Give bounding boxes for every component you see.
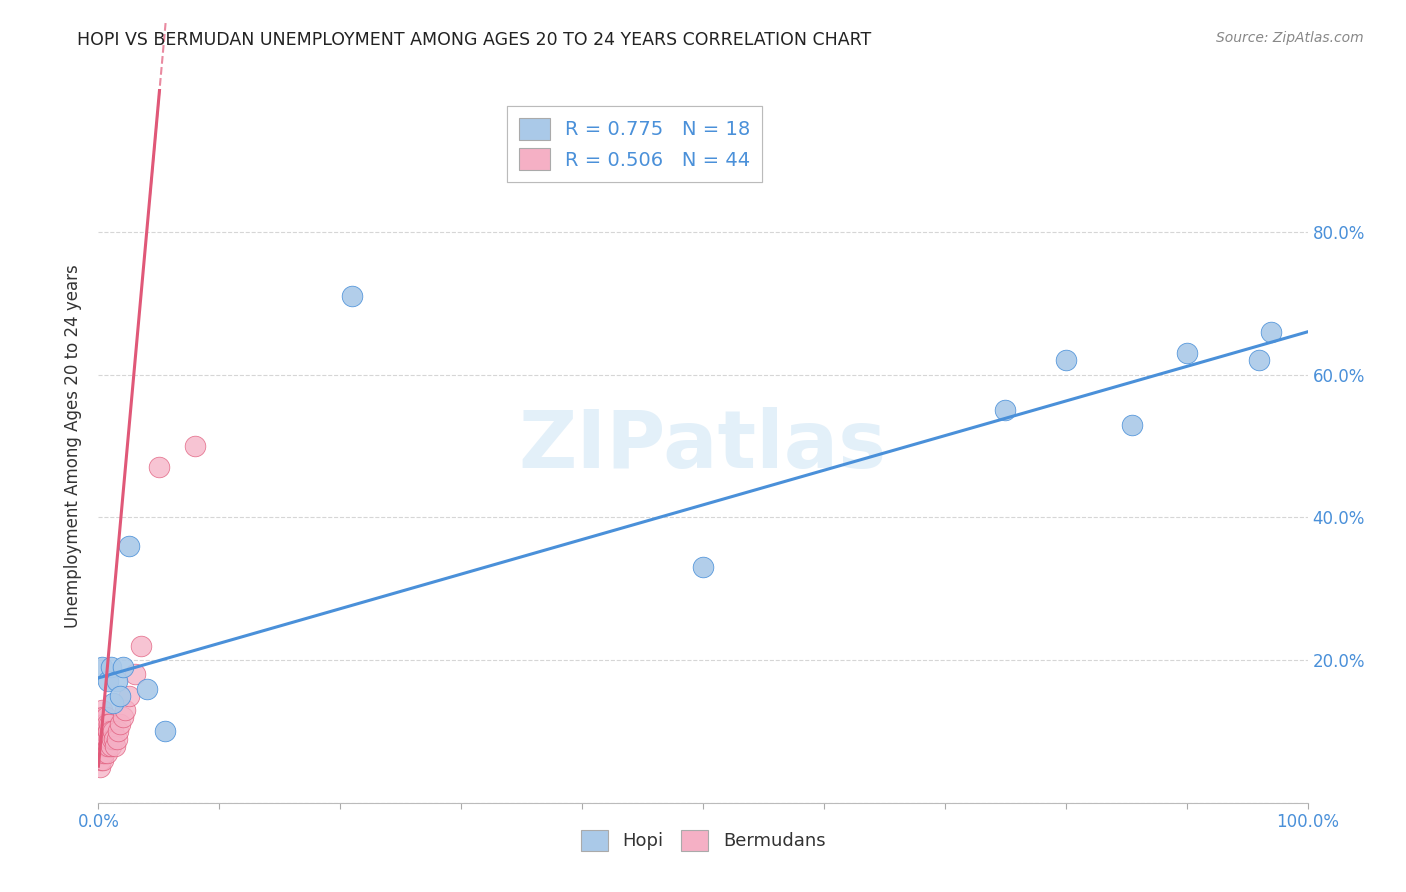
Point — [104, 739, 127, 753]
Y-axis label: Unemployment Among Ages 20 to 24 years: Unemployment Among Ages 20 to 24 years — [63, 264, 82, 628]
Point — [97, 674, 120, 689]
Point — [98, 731, 121, 746]
Point — [184, 439, 207, 453]
Point — [135, 681, 157, 696]
Point — [118, 689, 141, 703]
Point — [89, 746, 111, 760]
Point — [90, 724, 112, 739]
Point — [98, 717, 121, 731]
Point — [100, 724, 122, 739]
Point — [100, 739, 122, 753]
Point — [1260, 325, 1282, 339]
Point — [692, 560, 714, 574]
Point — [91, 746, 114, 760]
Point — [96, 717, 118, 731]
Point — [91, 703, 114, 717]
Point — [108, 717, 131, 731]
Point — [148, 460, 170, 475]
Point — [994, 403, 1017, 417]
Point — [129, 639, 152, 653]
Point — [91, 753, 114, 767]
Point — [91, 660, 114, 674]
Text: HOPI VS BERMUDAN UNEMPLOYMENT AMONG AGES 20 TO 24 YEARS CORRELATION CHART: HOPI VS BERMUDAN UNEMPLOYMENT AMONG AGES… — [77, 31, 872, 49]
Point — [93, 731, 115, 746]
Point — [342, 289, 364, 303]
Point — [111, 710, 134, 724]
Text: ZIPatlas: ZIPatlas — [519, 407, 887, 485]
Point — [93, 717, 115, 731]
Point — [105, 674, 128, 689]
Point — [91, 724, 114, 739]
Point — [1054, 353, 1077, 368]
Point — [108, 689, 131, 703]
Point — [94, 739, 117, 753]
Point — [1249, 353, 1271, 368]
Point — [100, 731, 122, 746]
Point — [97, 739, 120, 753]
Point — [93, 746, 115, 760]
Point — [96, 746, 118, 760]
Point — [94, 710, 117, 724]
Point — [1121, 417, 1143, 432]
Point — [103, 731, 125, 746]
Point — [89, 731, 111, 746]
Text: Source: ZipAtlas.com: Source: ZipAtlas.com — [1216, 31, 1364, 45]
Point — [96, 731, 118, 746]
Point — [101, 696, 124, 710]
Point — [105, 731, 128, 746]
Point — [89, 760, 111, 774]
Point — [118, 539, 141, 553]
Point — [114, 703, 136, 717]
Point — [1175, 346, 1198, 360]
Point — [97, 724, 120, 739]
Point — [101, 724, 124, 739]
Point — [94, 724, 117, 739]
Point — [91, 739, 114, 753]
Point — [91, 717, 114, 731]
Point — [91, 731, 114, 746]
Point — [91, 710, 114, 724]
Point — [90, 753, 112, 767]
Point — [100, 660, 122, 674]
Point — [153, 724, 176, 739]
Point — [90, 739, 112, 753]
Legend: Hopi, Bermudans: Hopi, Bermudans — [574, 822, 832, 858]
Point — [111, 660, 134, 674]
Point — [107, 724, 129, 739]
Point — [90, 710, 112, 724]
Point — [124, 667, 146, 681]
